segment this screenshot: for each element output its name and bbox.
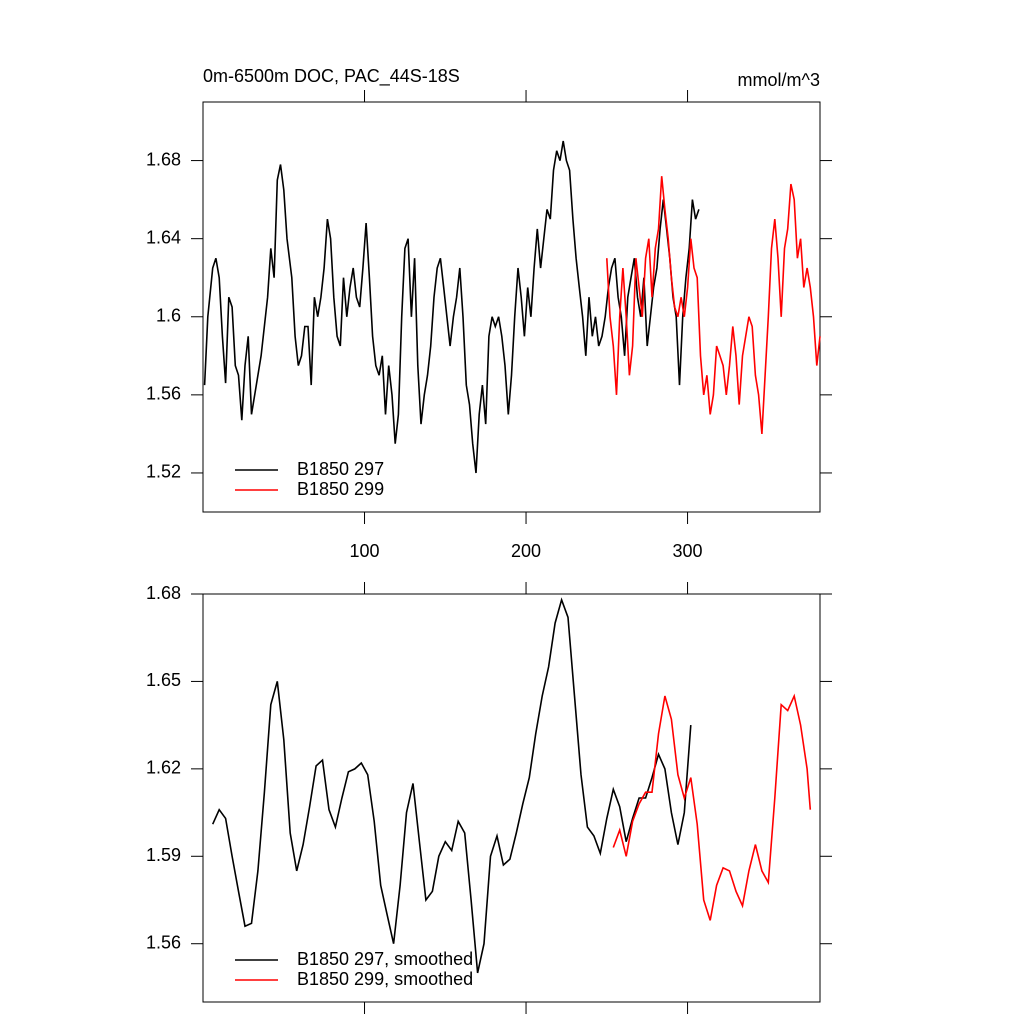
legend-label: B1850 297, smoothed [297, 949, 473, 969]
chart-title: 0m-6500m DOC, PAC_44S-18S [203, 66, 460, 87]
plot-frame [202, 101, 821, 513]
units-label: mmol/m^3 [738, 70, 820, 90]
y-tick-label: 1.56 [146, 384, 181, 404]
y-tick-label: 1.6 [156, 306, 181, 326]
plot-frame [202, 593, 821, 1003]
y-tick-label: 1.68 [146, 583, 181, 603]
data-line [606, 176, 821, 434]
legend-label: B1850 299, smoothed [297, 969, 473, 989]
y-tick-label: 1.64 [146, 227, 181, 247]
y-tick-label: 1.65 [146, 670, 181, 690]
y-tick-label: 1.59 [146, 845, 181, 865]
data-line [612, 693, 812, 921]
x-tick-label: 100 [349, 541, 379, 561]
y-tick-label: 1.68 [146, 149, 181, 169]
y-tick-label: 1.56 [146, 932, 181, 952]
y-tick-label: 1.52 [146, 462, 181, 482]
y-tick-label: 1.62 [146, 758, 181, 778]
legend-label: B1850 297 [297, 459, 384, 479]
x-tick-label: 200 [511, 541, 541, 561]
data-line [211, 597, 692, 974]
x-tick-label: 300 [673, 541, 703, 561]
data-line [203, 140, 700, 474]
legend-label: B1850 299 [297, 479, 384, 499]
